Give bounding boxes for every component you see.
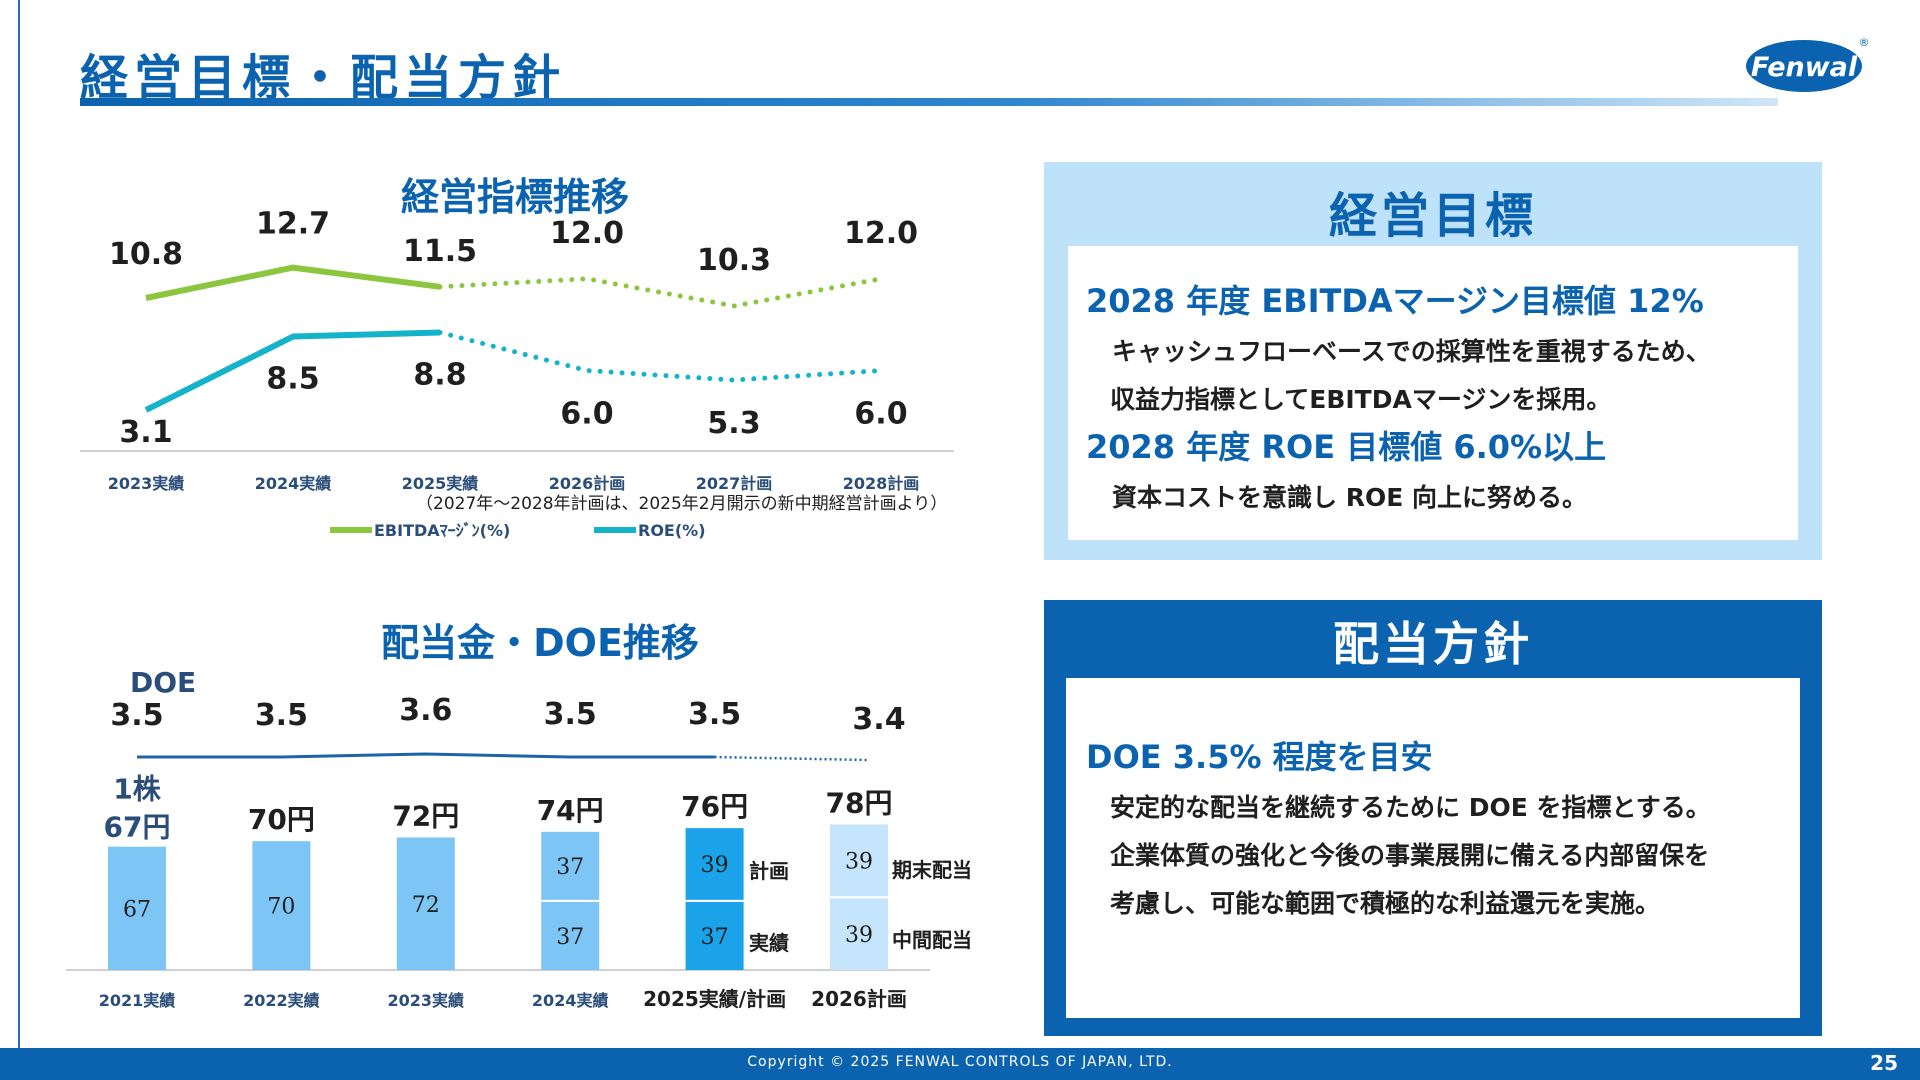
bar-total-label-1: 70円 [248, 803, 315, 836]
doe-plan-line [714, 755, 868, 762]
bar-interim-0 [108, 846, 166, 970]
dividend-tick-label-2: 2023実績 [388, 991, 465, 1010]
dividend-policy-panel: 配当方針 DOE 3.5% 程度を目安 安定的な配当を継続するために DOE を… [1044, 600, 1822, 1036]
doe-value-label-2: 3.6 [399, 693, 452, 728]
indicators-tick-label-3: 2026計画 [549, 474, 626, 493]
bar-interim-value-5: 39 [845, 923, 873, 948]
doe-value-label-0: 3.5 [110, 698, 163, 733]
dividend-policy-title: 配当方針 [1333, 617, 1533, 671]
per-share-prefix: 1株 [113, 773, 161, 806]
dividend-tick-label-3: 2024実績 [532, 991, 609, 1010]
series-1-value-label-5: 6.0 [854, 397, 907, 432]
indicators-chart-title: 経営指標推移 [400, 175, 629, 219]
series-1-value-label-3: 6.0 [560, 397, 613, 432]
logo-oval [1746, 40, 1862, 92]
bar-interim-value-2: 72 [412, 893, 440, 918]
bar-interim-1 [252, 841, 311, 970]
logo-text: Fenwal [1751, 52, 1858, 83]
series-0-value-label-4: 10.3 [697, 243, 771, 278]
doe-actual-line [137, 752, 715, 759]
indicators-tick-label-4: 2027計画 [696, 474, 773, 493]
series-0-value-label-5: 12.0 [844, 216, 918, 251]
page-number: 25 [1870, 1051, 1898, 1075]
dividend-tick-label-1: 2022実績 [243, 991, 320, 1010]
dividend-policy-text-1: 安定的な配当を継続するために DOE を指標とする。 [1110, 793, 1711, 822]
copyright-text: Copyright © 2025 FENWAL CONTROLS OF JAPA… [747, 1054, 1173, 1070]
indicators-note: （2027年～2028年計画は、2025年2月開示の新中期経営計画より） [416, 494, 947, 514]
series-1-value-label-2: 8.8 [413, 357, 466, 392]
legend-ebitda-label: EBITDAﾏｰｼﾞﾝ(%) [374, 521, 510, 540]
indicators-line-chart: 10.8 12.7 11.5 12.0 10.3 12.0 3.1 8.5 8.8 6.0 5.3 6… [80, 207, 954, 540]
series-0-value-label-2: 11.5 [403, 234, 477, 269]
bar-final-value-4: 39 [701, 853, 729, 878]
footer-bar: Copyright © 2025 FENWAL CONTROLS OF JAPA… [0, 1048, 1920, 1080]
actual-side-label: 実績 [749, 931, 789, 955]
bar-interim-value-4: 37 [701, 925, 729, 950]
bar-interim-value-0: 67 [123, 897, 151, 922]
indicators-legend: EBITDAﾏｰｼﾞﾝ(%) ROE(%) [330, 521, 706, 540]
bar-interim-5 [830, 898, 888, 970]
logo-registered-mark: ® [1859, 36, 1870, 49]
doe-value-label-3: 3.5 [544, 697, 597, 732]
bar-total-label-2: 72円 [392, 800, 459, 833]
roe-goal-heading: 2028 年度 ROE 目標値 6.0%以上 [1086, 428, 1607, 466]
series-0-plan-line [437, 276, 884, 309]
page-title: 経営目標・配当方針 [80, 50, 567, 106]
bar-interim-value-1: 70 [267, 895, 295, 920]
ebitda-goal-heading: 2028 年度 EBITDAマージン目標値 12% [1086, 282, 1704, 320]
bar-total-label-5: 78円 [826, 786, 893, 819]
bar-final-3 [541, 831, 600, 900]
series-0-value-label-0: 10.8 [109, 237, 183, 272]
bar-final-5 [830, 824, 888, 897]
series-0-actual-line [145, 264, 441, 301]
title-underline [80, 98, 1778, 106]
bar-final-value-5: 39 [845, 849, 873, 874]
dividend-chart-title: 配当金・DOE推移 [381, 621, 699, 665]
doe-value-label-1: 3.5 [255, 698, 308, 733]
series-1-value-label-0: 3.1 [119, 415, 172, 450]
bar-total-label-3: 74円 [537, 794, 604, 827]
series-1-actual-line [144, 329, 441, 413]
bar-total-label-0: 67円 [104, 811, 171, 844]
fenwal-logo: Fenwal ® [1746, 36, 1870, 92]
bar-interim-value-3: 37 [556, 925, 584, 950]
left-rule [18, 0, 20, 1048]
bar-final-4 [685, 828, 744, 900]
ebitda-goal-text-2: 収益力指標としてEBITDAマージンを採用。 [1110, 385, 1612, 414]
dividend-policy-content: DOE 3.5% 程度を目安 安定的な配当を継続するために DOE を指標とする… [1066, 678, 1800, 1018]
bar-interim-2 [396, 837, 455, 970]
dividend-policy-text-3: 考慮し、可能な範囲で積極的な利益還元を実施。 [1110, 889, 1661, 918]
legend-roe-label: ROE(%) [638, 521, 706, 540]
dividend-doe-chart: DOE 3.5 3.5 3.6 3.5 3.5 3.4 67 1株 67円 70 70円 72 72円… [66, 666, 972, 1011]
ebitda-goal-text-1: キャッシュフローベースでの採算性を重視するため、 [1112, 337, 1711, 366]
bar-interim-3 [541, 901, 600, 970]
series-1-value-label-1: 8.5 [266, 362, 319, 397]
management-goal-panel: 経営目標 2028 年度 EBITDAマージン目標値 12% キャッシュフローベ… [1044, 162, 1822, 560]
doe-value-label-4: 3.5 [688, 697, 741, 732]
management-goal-title: 経営目標 [1328, 188, 1537, 244]
dividend-tick-label-5: 2026計画 [811, 987, 907, 1011]
dividend-tick-label-4: 2025実績/計画 [643, 987, 786, 1011]
indicators-tick-label-5: 2028計画 [843, 474, 920, 493]
doe-value-label-5: 3.4 [852, 702, 905, 737]
series-0-value-label-3: 12.0 [550, 216, 624, 251]
dividend-tick-label-0: 2021実績 [99, 991, 176, 1010]
series-0-value-label-1: 12.7 [256, 207, 330, 242]
indicators-tick-label-1: 2024実績 [255, 474, 332, 493]
doe-target-heading: DOE 3.5% 程度を目安 [1086, 738, 1433, 776]
indicators-tick-label-0: 2023実績 [108, 474, 185, 493]
bar-total-label-4: 76円 [681, 790, 748, 823]
management-goal-content: 2028 年度 EBITDAマージン目標値 12% キャッシュフローベースでの採… [1068, 246, 1798, 540]
doe-label: DOE [130, 666, 196, 699]
bar-interim-4 [685, 901, 744, 970]
plan-side-label: 計画 [749, 859, 789, 883]
dividend-policy-text-2: 企業体質の強化と今後の事業展開に備える内部留保を [1110, 841, 1710, 870]
series-1-value-label-4: 5.3 [707, 406, 760, 441]
series-1-plan-line [437, 329, 884, 383]
final-dividend-side-label: 期末配当 [892, 858, 972, 882]
indicators-tick-label-2: 2025実績 [402, 474, 479, 493]
roe-goal-text: 資本コストを意識し ROE 向上に努める。 [1112, 483, 1587, 512]
interim-dividend-side-label: 中間配当 [892, 928, 972, 952]
bar-final-value-3: 37 [556, 855, 584, 880]
